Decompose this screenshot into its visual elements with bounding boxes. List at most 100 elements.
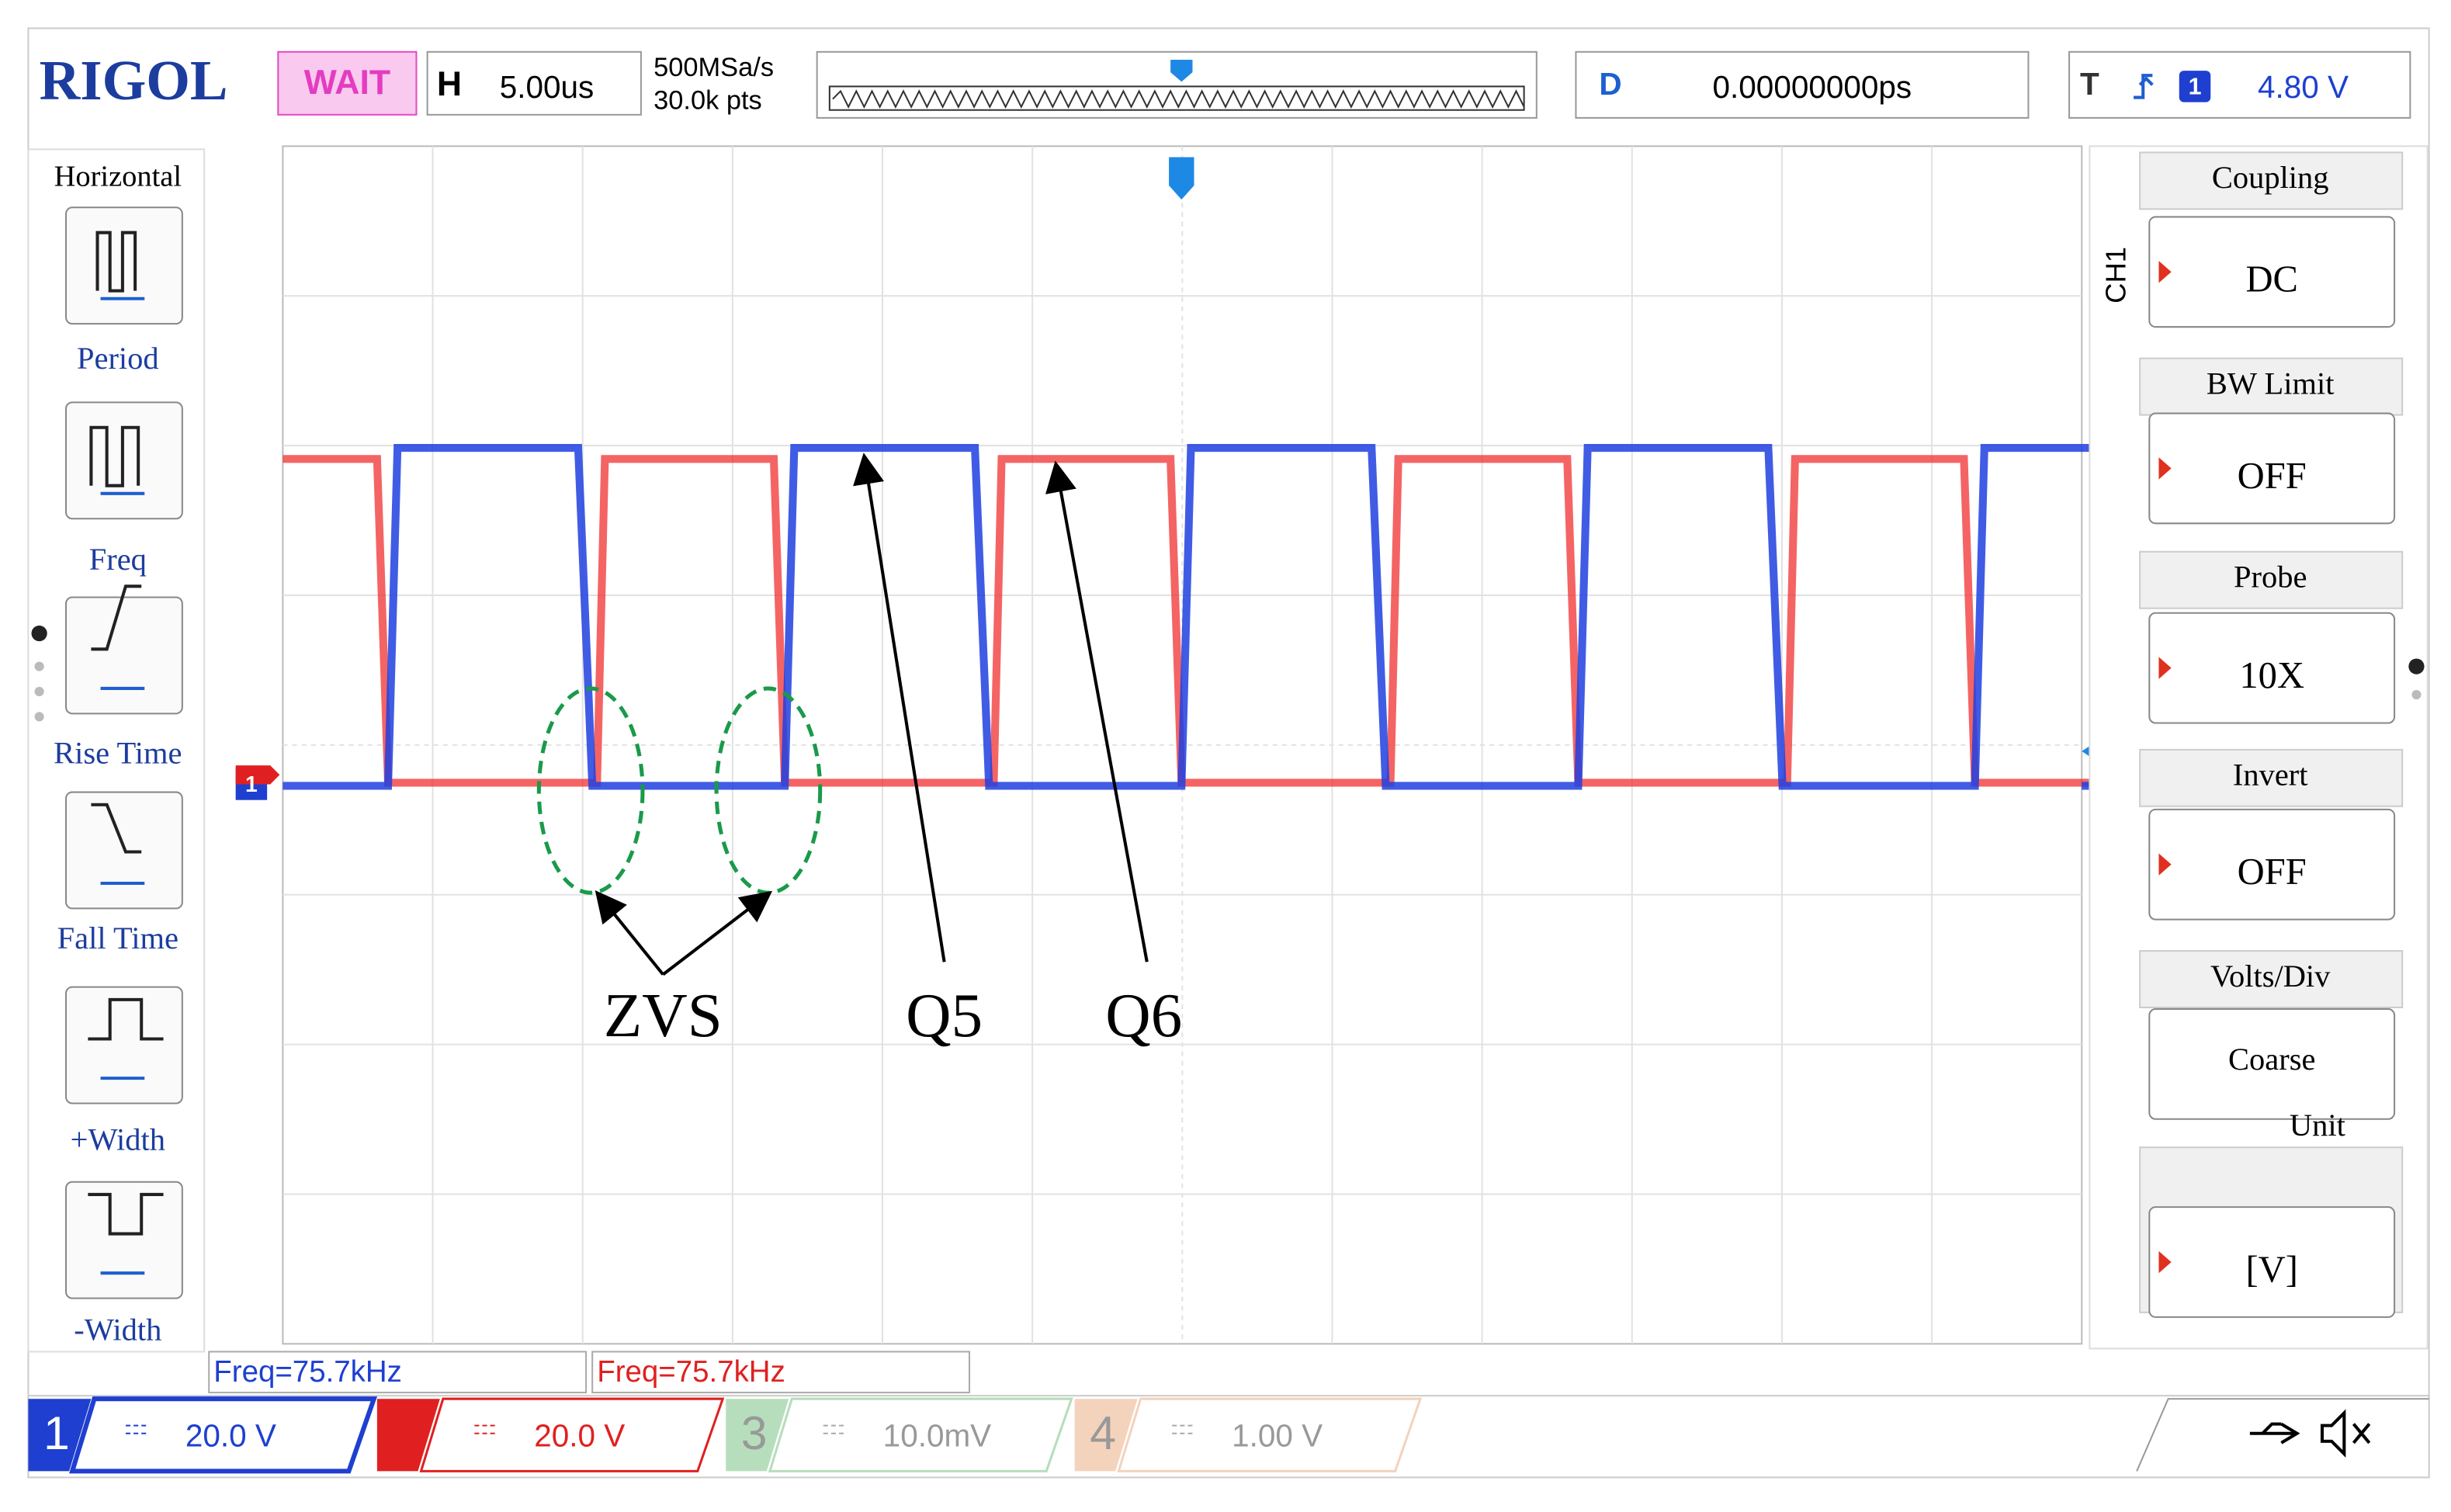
ch1-waveform	[283, 444, 2184, 790]
coupling-icon	[474, 1424, 497, 1434]
menu-value[interactable]: [V]	[2246, 1248, 2298, 1290]
channel-number[interactable]: 2	[392, 1406, 418, 1459]
bar-separator	[2136, 1398, 2429, 1472]
menu-header-label: Invert	[2233, 758, 2308, 792]
menu-header-label: Unit	[2290, 1108, 2346, 1143]
measurement-box	[208, 1351, 588, 1394]
channel-number[interactable]: 4	[1090, 1406, 1116, 1459]
trigger-source-box	[2179, 71, 2211, 102]
menu-title: Horizontal	[54, 161, 182, 193]
measurement: Freq=75.7kHz	[213, 1355, 402, 1389]
memory-depth: 30.0k pts	[653, 86, 762, 116]
menu-header	[2139, 357, 2404, 416]
overview-window	[828, 85, 1525, 111]
menu-item-label[interactable]: Fall Time	[57, 921, 179, 955]
menu-item-label[interactable]: -Width	[74, 1312, 161, 1347]
channel-scale: 10.0mV	[883, 1418, 992, 1454]
menu-value-button[interactable]	[2148, 216, 2396, 328]
menu-arrow	[2158, 853, 2172, 876]
menu-header	[2139, 151, 2404, 210]
overview-wave	[832, 89, 1525, 109]
menu-value-button[interactable]	[2148, 612, 2396, 724]
menu-item-label[interactable]: +Width	[71, 1122, 165, 1157]
page-dot	[2411, 689, 2422, 700]
annotation-arrow	[853, 453, 946, 962]
trigger-level: 4.80 V	[2258, 69, 2349, 105]
menu-icon	[91, 584, 142, 651]
page-dot	[34, 686, 44, 697]
menu-icon	[91, 803, 142, 854]
status-box	[277, 50, 418, 116]
trigger-source: 1	[2189, 74, 2202, 99]
mute-icon	[2320, 1409, 2371, 1458]
menu-value-button[interactable]	[2148, 412, 2396, 525]
channel-frame	[69, 1396, 378, 1474]
menu-value-button[interactable]	[2148, 1206, 2396, 1318]
sample-rate: 500MSa/s	[653, 53, 774, 82]
menu-arrow	[2158, 657, 2172, 679]
trigger-box	[2068, 50, 2411, 119]
page-dot	[34, 712, 44, 722]
timebase: 5.00us	[500, 69, 595, 105]
menu-item-label[interactable]: Rise Time	[54, 735, 182, 770]
menu-value[interactable]: OFF	[2238, 851, 2307, 893]
channel-tab	[376, 1399, 440, 1472]
status: WAIT	[304, 64, 390, 102]
coupling-icon	[125, 1424, 148, 1434]
trigger-label: T	[2080, 66, 2099, 102]
channel-tab	[726, 1399, 789, 1472]
zvs-label: ZVS	[604, 980, 723, 1050]
channel-tab	[28, 1399, 92, 1472]
delay-label: D	[1599, 66, 1621, 102]
menu-value-button[interactable]	[2148, 808, 2396, 921]
menu-item-label[interactable]: Freq	[89, 542, 147, 577]
menu-value[interactable]: Coarse	[2228, 1042, 2315, 1077]
annotation-arrow	[1045, 460, 1149, 962]
menu-header	[2139, 748, 2404, 807]
channel-tab	[1074, 1399, 1138, 1472]
menu-icon-button[interactable]	[65, 596, 183, 715]
menu-header-label: Probe	[2234, 559, 2307, 594]
coupling-icon	[823, 1424, 846, 1434]
menu-arrow	[2158, 1250, 2172, 1274]
usb-icon	[2249, 1422, 2300, 1444]
ch2-marker	[235, 765, 280, 785]
menu-arrow	[2158, 261, 2172, 283]
timebase-box	[426, 50, 642, 116]
channel-frame	[768, 1397, 1073, 1472]
coupling-icon	[1172, 1424, 1194, 1434]
ch1-marker-label: 1	[245, 772, 258, 797]
trigger-position	[1169, 157, 1194, 200]
menu-icon	[88, 997, 164, 1041]
q6-label: Q6	[1105, 980, 1182, 1050]
menu-value-button[interactable]	[2148, 1008, 2396, 1120]
q5-label: Q5	[906, 980, 983, 1050]
menu-value[interactable]: DC	[2245, 258, 2297, 300]
menu-header-label: Volts/Div	[2210, 959, 2331, 994]
zvs-marker	[536, 686, 645, 895]
channel-scale: 20.0 V	[534, 1418, 625, 1454]
menu-arrow	[2158, 457, 2172, 480]
menu-icon	[95, 231, 137, 293]
page-dot	[31, 625, 47, 642]
menu-value[interactable]: OFF	[2238, 455, 2307, 497]
overview-trigger	[1170, 59, 1193, 82]
channel-number[interactable]: 1	[43, 1406, 70, 1459]
channel-label: CH1	[2099, 247, 2131, 303]
delay: 0.00000000ps	[1713, 69, 1912, 105]
menu-icon-button[interactable]	[65, 1181, 183, 1299]
timebase-label: H	[437, 65, 462, 103]
channel-scale: 1.00 V	[1232, 1418, 1323, 1454]
annotation-arrow	[595, 890, 664, 976]
menu-value[interactable]: 10X	[2239, 654, 2304, 696]
channel-number[interactable]: 3	[741, 1406, 768, 1459]
channel-frame	[419, 1397, 725, 1472]
measurement-box	[591, 1351, 971, 1394]
menu-icon	[89, 425, 140, 487]
page-dot	[2408, 658, 2425, 675]
menu-icon-button[interactable]	[65, 986, 183, 1105]
delay-box	[1575, 50, 2030, 119]
menu-item-label[interactable]: Period	[77, 341, 159, 376]
